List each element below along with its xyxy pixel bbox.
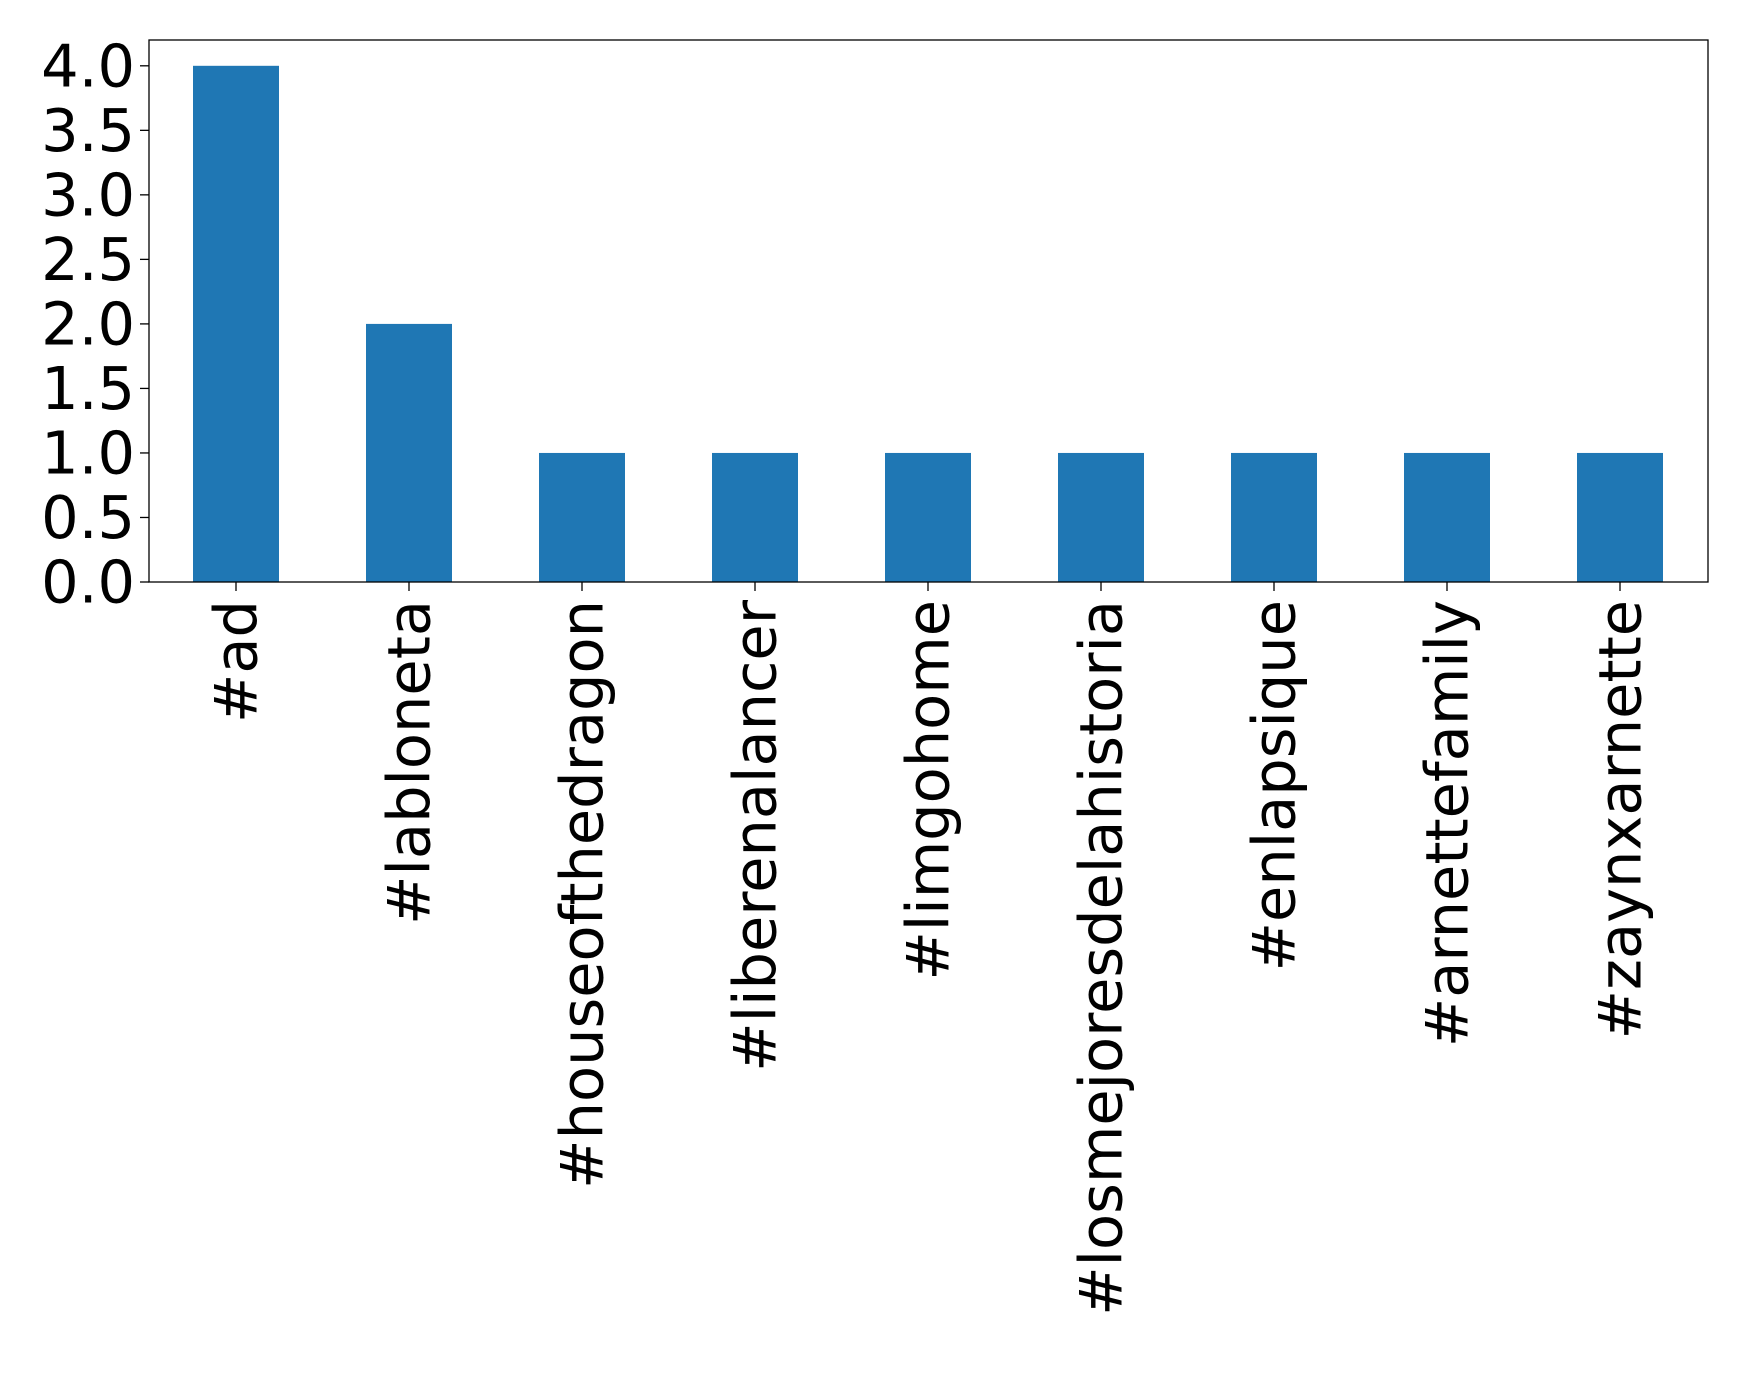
bar-6 (1231, 452, 1317, 582)
bar-4 (885, 452, 971, 582)
x-tick-label-6: #enlapsique (1240, 600, 1309, 971)
x-tick-label-0: #ad (202, 600, 271, 723)
x-tick-label-1: #labloneta (375, 600, 444, 925)
y-tick-label-3: 1.5 (41, 354, 135, 423)
x-axis: #ad #labloneta #houseofthedragon #liberenal… (202, 582, 1655, 1316)
bar-8 (1577, 452, 1663, 582)
bar-2 (539, 452, 625, 582)
y-tick-label-6: 3.0 (41, 160, 135, 229)
x-tick-label-2: #houseofthedragon (548, 600, 617, 1189)
y-axis: 0.00.51.01.52.02.53.03.54.0 (41, 31, 149, 617)
y-tick-label-0: 0.0 (41, 548, 135, 617)
plot-frame (148, 39, 1709, 583)
x-tick-label-3: #liberenalancer (721, 599, 790, 1071)
y-tick-label-5: 2.5 (41, 225, 135, 294)
y-tick-label-7: 3.5 (41, 96, 135, 165)
bar-5 (1058, 452, 1144, 582)
y-tick-label-8: 4.0 (41, 31, 135, 100)
bar-7 (1404, 452, 1490, 582)
y-tick-label-4: 2.0 (41, 289, 135, 358)
x-tick-label-4: #limgohome (894, 600, 963, 981)
x-tick-label-7: #arnettefamily (1413, 600, 1482, 1047)
y-tick-label-1: 0.5 (41, 483, 135, 552)
bar-3 (712, 452, 798, 582)
y-tick-label-2: 1.0 (41, 418, 135, 487)
bars (193, 65, 1663, 583)
x-tick-label-8: #zaynxarnette (1586, 600, 1655, 1039)
bar-0 (193, 65, 279, 583)
bar-1 (366, 323, 452, 582)
x-tick-label-5: #losmejoresdelahistoria (1067, 600, 1136, 1316)
